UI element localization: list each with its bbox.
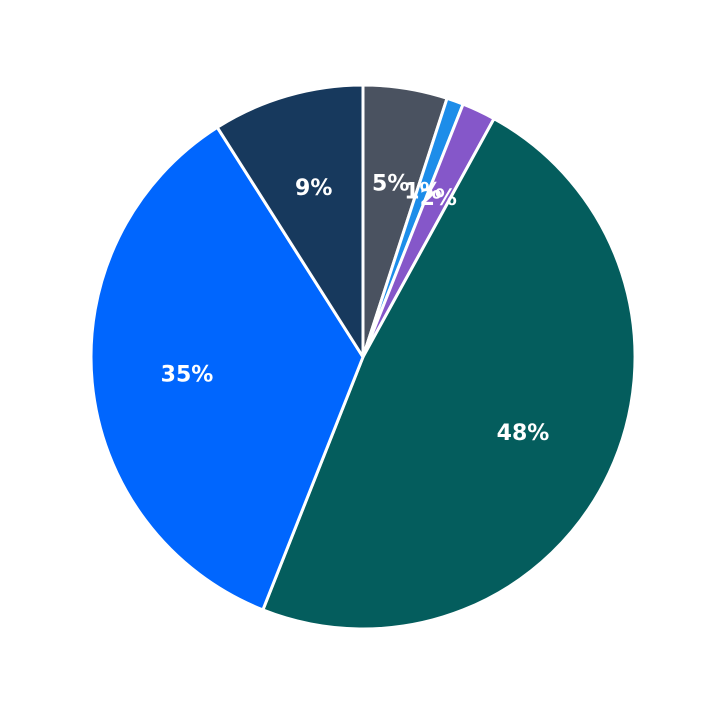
pie-slice-3 (261, 117, 637, 631)
pie-slice-5 (215, 83, 365, 359)
pie-slice-label-1: 1% (404, 180, 441, 205)
pie-slice-label-0: 5% (372, 171, 409, 196)
pie-slice-label-5: 9% (295, 176, 332, 201)
pie-slice-label-3: 48% (497, 421, 550, 446)
pie-slice-4 (89, 125, 365, 612)
pie-slice-label-4: 35% (161, 363, 214, 388)
pie-slice-label-2: 2% (420, 186, 457, 211)
